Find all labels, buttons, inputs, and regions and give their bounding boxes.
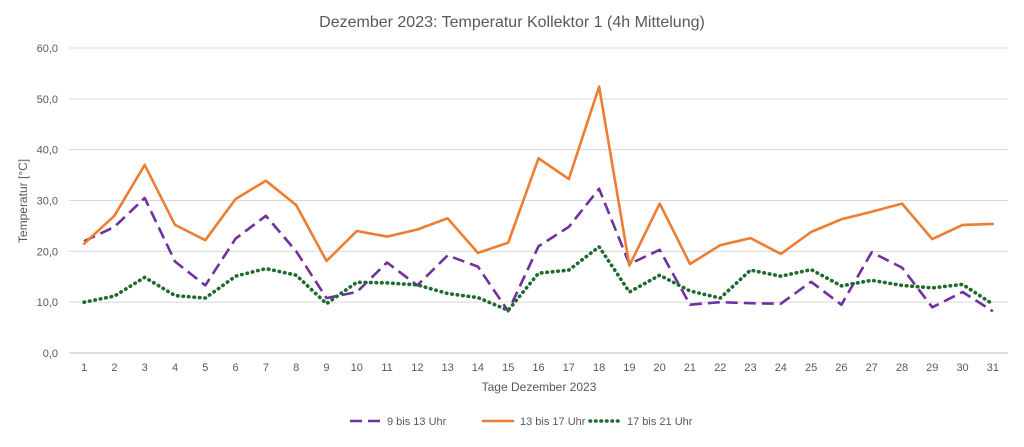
x-tick-label: 12 [411,362,423,374]
legend-label: 13 bis 17 Uhr [520,416,586,428]
x-tick-label: 13 [442,362,454,374]
y-tick-label: 0,0 [43,348,58,360]
x-tick-label: 6 [233,362,239,374]
x-tick-label: 15 [502,362,514,374]
y-axis-label: Temperatur [°C] [16,159,30,243]
x-tick-label: 7 [263,362,269,374]
x-tick-label: 29 [926,362,938,374]
x-tick-label: 25 [805,362,817,374]
x-tick-label: 16 [532,362,544,374]
y-tick-label: 50,0 [37,94,58,106]
series-line-solid [82,85,995,267]
y-tick-label: 30,0 [37,196,58,208]
x-tick-label: 20 [654,362,666,374]
x-tick-label: 2 [111,362,117,374]
y-axis-ticks: 0,0 10,0 20,0 30,0 40,0 50,0 60,0 [37,43,58,360]
x-tick-label: 9 [323,362,329,374]
x-tick-label: 4 [172,362,178,374]
chart-title: Dezember 2023: Temperatur Kollektor 1 (4… [319,14,705,31]
x-tick-label: 14 [472,362,484,374]
x-axis-label: Tage Dezember 2023 [482,380,597,394]
series-line-dashed [83,187,994,313]
x-tick-label: 10 [351,362,363,374]
x-tick-label: 5 [202,362,208,374]
legend-label: 9 bis 13 Uhr [387,416,447,428]
x-tick-label: 26 [835,362,847,374]
y-tick-label: 60,0 [37,43,58,55]
y-tick-label: 20,0 [37,246,58,258]
x-tick-label: 21 [684,362,696,374]
x-tick-label: 27 [866,362,878,374]
x-tick-label: 19 [623,362,635,374]
x-tick-label: 18 [593,362,605,374]
y-tick-label: 10,0 [37,297,58,309]
x-tick-label: 31 [987,362,999,374]
legend: 9 bis 13 Uhr 13 bis 17 Uhr 17 bis 21 Uhr [350,416,693,428]
x-tick-label: 22 [714,362,726,374]
x-tick-label: 28 [896,362,908,374]
y-tick-label: 40,0 [37,145,58,157]
x-tick-label: 23 [744,362,756,374]
x-tick-label: 17 [563,362,575,374]
x-tick-label: 3 [142,362,148,374]
legend-label: 17 bis 21 Uhr [627,416,693,428]
x-axis-ticks: 1 2 3 4 5 6 7 8 9 10 11 12 13 14 15 16 17 18 19 20 21 22 23 24 2… [81,362,999,374]
x-tick-label: 1 [81,362,87,374]
x-tick-label: 30 [956,362,968,374]
series-lines [82,85,995,313]
x-tick-label: 24 [775,362,787,374]
gridlines [69,47,1008,354]
x-tick-label: 11 [381,362,392,374]
x-tick-label: 8 [293,362,299,374]
series-line-dotted [82,245,995,313]
